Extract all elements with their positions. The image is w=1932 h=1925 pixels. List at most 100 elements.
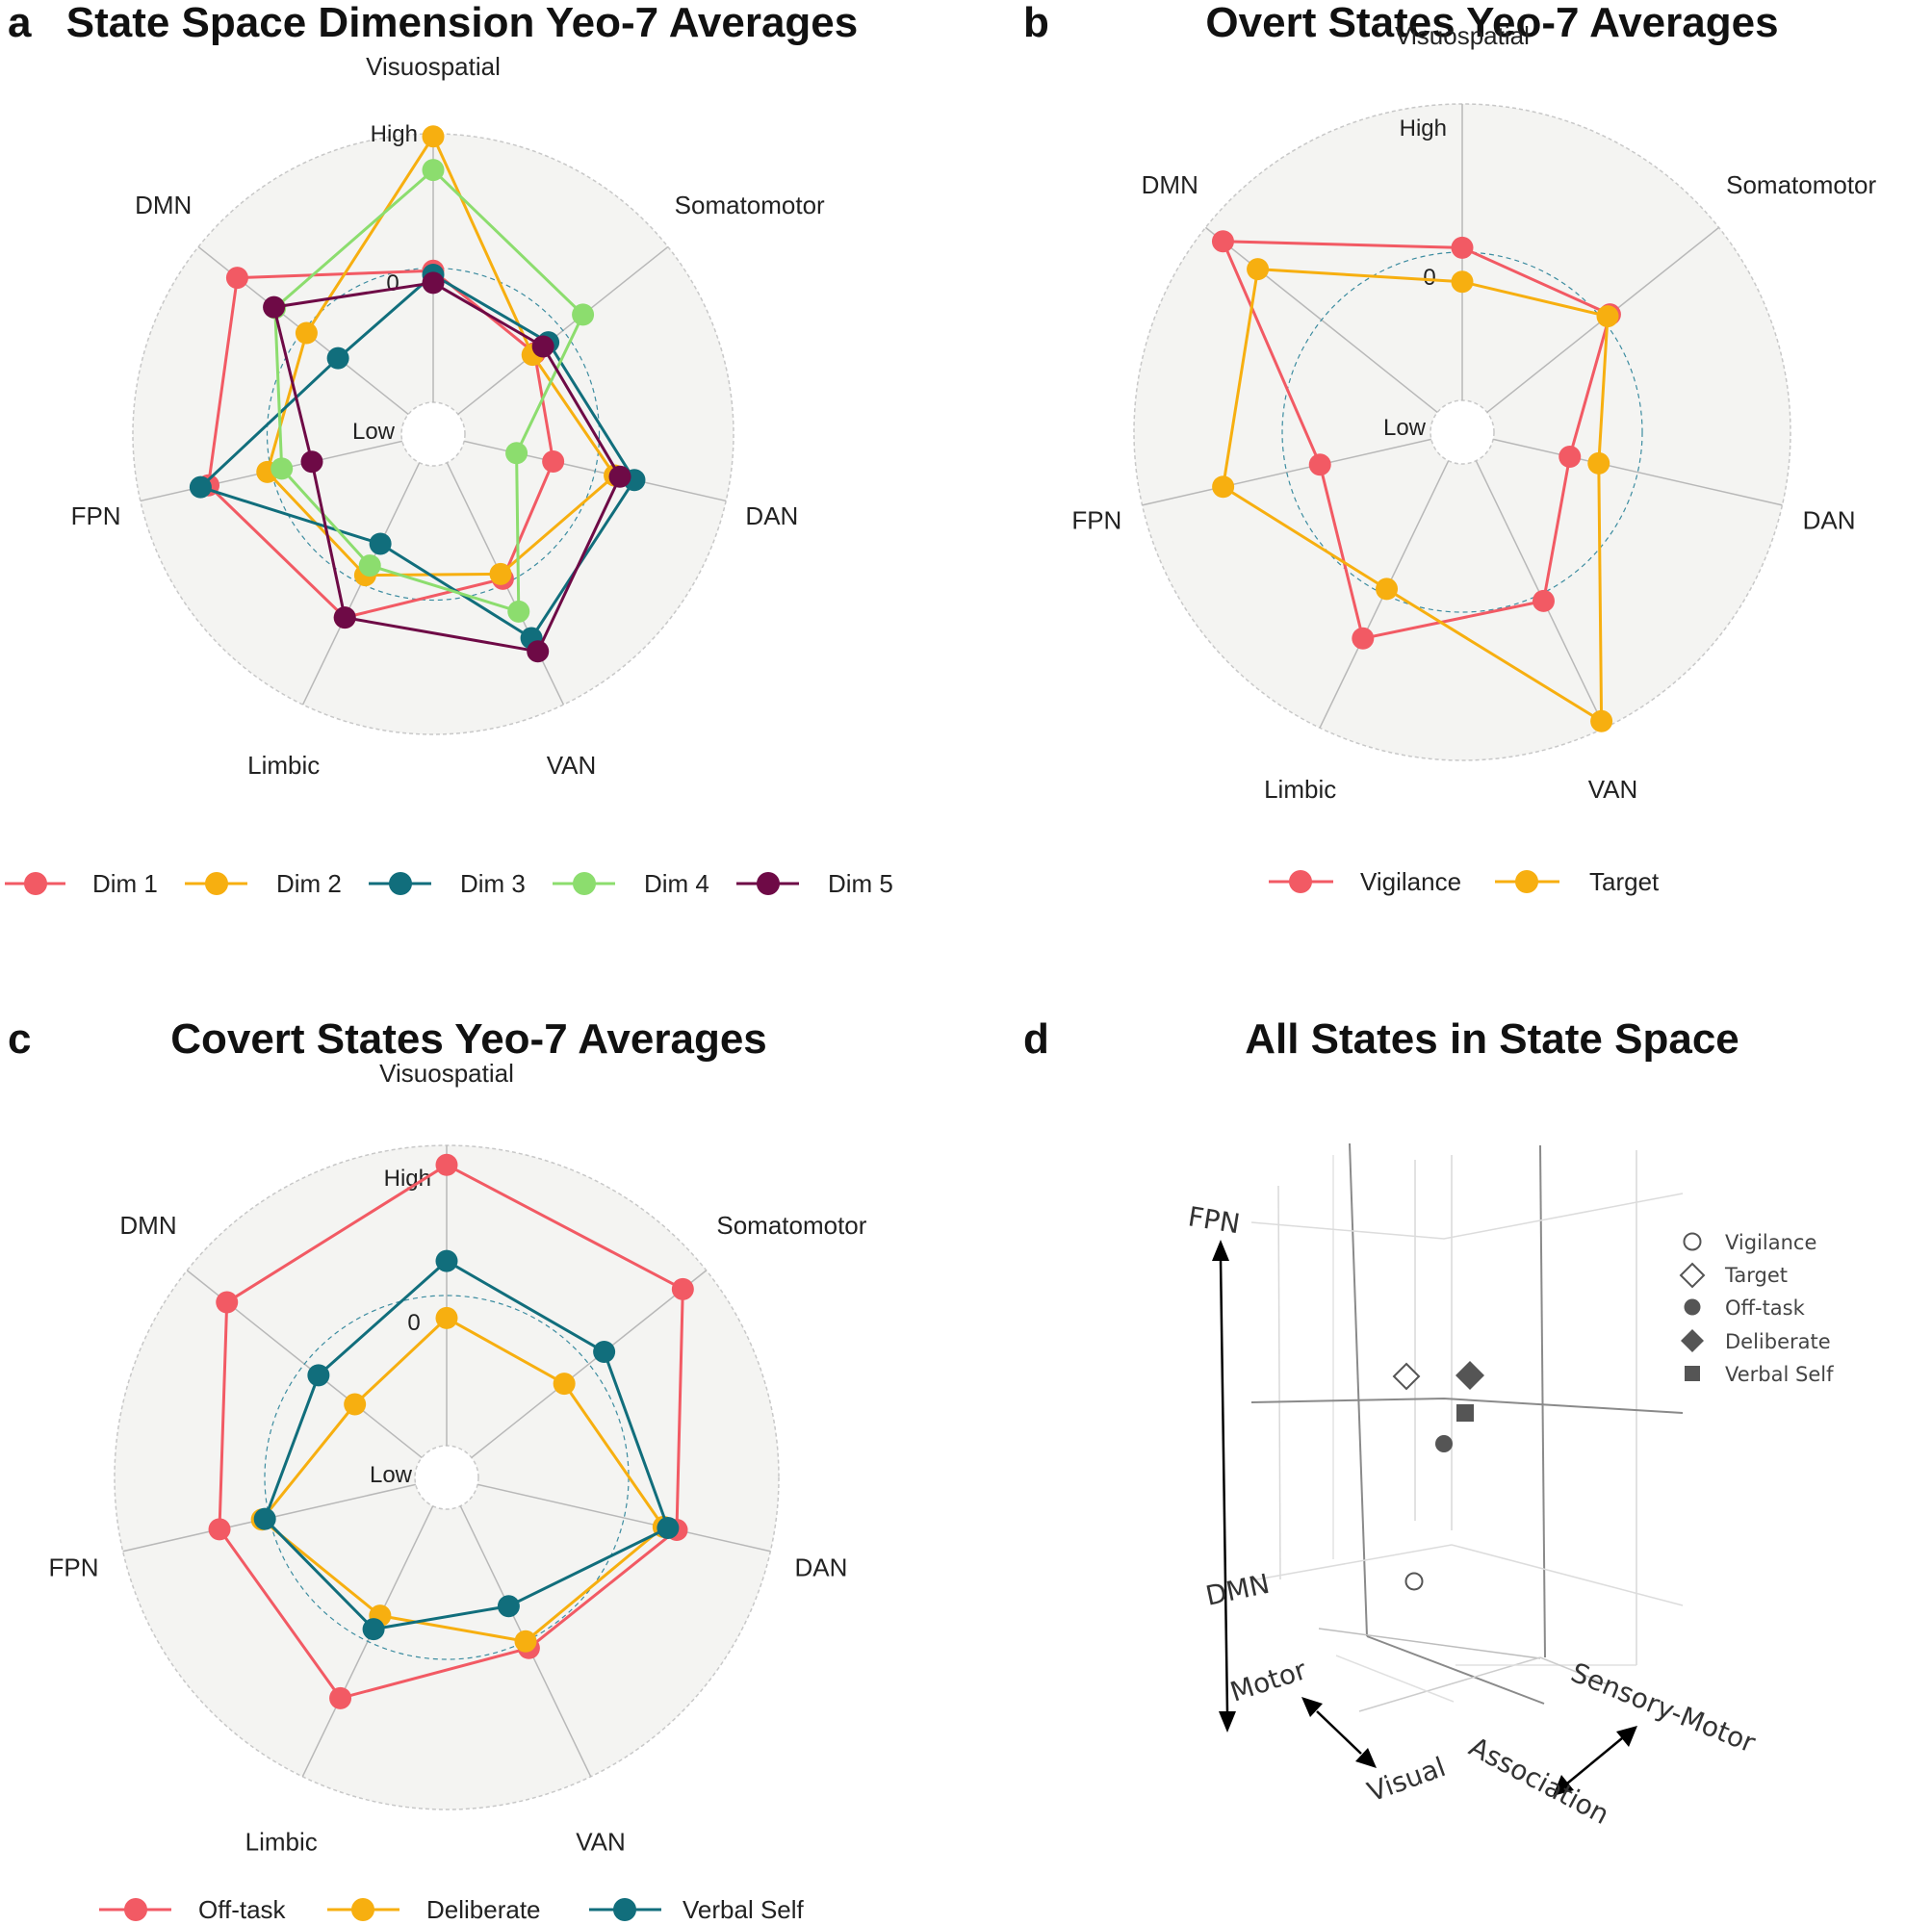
legend-label: Dim 1 xyxy=(92,869,158,898)
data-point-limbic[interactable] xyxy=(1376,578,1399,601)
legend-label: Verbal Self xyxy=(1725,1363,1834,1386)
data-point-somatomotor[interactable] xyxy=(572,303,595,326)
data-point-visuospatial[interactable] xyxy=(422,125,445,148)
data-point-dan[interactable] xyxy=(505,442,528,465)
legend-marker xyxy=(613,1898,636,1921)
legend-item-deliberate-3d[interactable]: Deliberate xyxy=(1681,1329,1831,1353)
axis-label-fpn: FPN xyxy=(49,1553,99,1581)
panel-letter-d: d xyxy=(1023,1015,1049,1063)
data-point-somatomotor[interactable] xyxy=(1596,305,1619,328)
data-point-limbic[interactable] xyxy=(333,606,356,629)
series-line xyxy=(272,281,622,654)
data-point-visuospatial[interactable] xyxy=(435,1249,458,1272)
data-point-visuospatial[interactable] xyxy=(422,159,445,182)
data-point-limbic[interactable] xyxy=(1352,627,1375,650)
data-point-dmn[interactable] xyxy=(263,295,286,319)
panel-title-a: State Space Dimension Yeo-7 Averages xyxy=(66,0,859,46)
data-point-dmn[interactable] xyxy=(1247,258,1270,281)
circle-icon xyxy=(1684,1298,1701,1316)
data-point-somatomotor[interactable] xyxy=(671,1277,694,1300)
data-point-fpn[interactable] xyxy=(300,450,323,474)
data-point-dan[interactable] xyxy=(542,449,565,473)
data-point-dan[interactable] xyxy=(1558,446,1582,469)
legend-label: Vigilance xyxy=(1725,1231,1816,1254)
data-point-dan[interactable] xyxy=(657,1516,680,1539)
series-line xyxy=(1222,268,1610,723)
data-point-van[interactable] xyxy=(507,600,530,623)
motor-visual-arrow-line xyxy=(1316,1710,1362,1755)
data-point-somatomotor[interactable] xyxy=(531,335,554,358)
data-point-visuospatial[interactable] xyxy=(435,1306,458,1329)
legend-item-target[interactable]: Target xyxy=(1495,867,1660,896)
legend-label: Dim 3 xyxy=(460,869,526,898)
data-point-limbic[interactable] xyxy=(329,1686,352,1709)
legend-item-off-task[interactable]: Off-task xyxy=(99,1895,287,1924)
data-point-dmn[interactable] xyxy=(1211,230,1234,253)
point-off-task[interactable] xyxy=(1435,1435,1453,1452)
legend-item-verbal-self[interactable]: Verbal Self xyxy=(589,1895,805,1924)
axis-label-van: VAN xyxy=(1588,775,1638,804)
data-point-dmn[interactable] xyxy=(295,321,318,345)
data-point-van[interactable] xyxy=(497,1595,520,1618)
panel-d: d All States in State Space xyxy=(1023,1015,1834,1831)
data-point-dan[interactable] xyxy=(1587,451,1610,475)
data-point-fpn[interactable] xyxy=(208,1518,231,1541)
panel-letter-a: a xyxy=(8,0,32,46)
radar-chart-c: High0LowVisuospatialSomatomotorDANVANLim… xyxy=(49,1059,867,1856)
data-point-van[interactable] xyxy=(1532,589,1555,612)
data-point-visuospatial[interactable] xyxy=(1451,236,1474,259)
legend-item-dim-3[interactable]: Dim 3 xyxy=(369,869,526,898)
data-point-dmn[interactable] xyxy=(326,346,349,370)
legend-item-dim-5[interactable]: Dim 5 xyxy=(736,869,893,898)
data-point-visuospatial[interactable] xyxy=(422,271,445,295)
arrow-right-icon xyxy=(1616,1726,1637,1747)
legend-item-dim-1[interactable]: Dim 1 xyxy=(5,869,158,898)
data-point-van[interactable] xyxy=(1590,709,1613,732)
data-point-fpn[interactable] xyxy=(1212,475,1235,499)
data-point-visuospatial[interactable] xyxy=(1451,270,1474,294)
series-dim-5 xyxy=(263,271,631,663)
data-point-somatomotor[interactable] xyxy=(553,1373,576,1396)
arrow-up-icon xyxy=(1212,1240,1229,1261)
legend-item-vigilance-3d[interactable]: Vigilance xyxy=(1683,1231,1817,1254)
legend-marker xyxy=(389,872,412,895)
legend-item-verbal-self-3d[interactable]: Verbal Self xyxy=(1685,1363,1834,1386)
legend-item-off-task-3d[interactable]: Off-task xyxy=(1684,1296,1806,1320)
axis-label-dmn: DMN xyxy=(135,191,192,219)
association-sensory-arrow-line xyxy=(1566,1737,1623,1784)
data-point-dmn[interactable] xyxy=(307,1364,330,1387)
point-verbal-self[interactable] xyxy=(1456,1404,1474,1422)
data-point-van[interactable] xyxy=(489,562,512,585)
data-point-fpn[interactable] xyxy=(1308,453,1331,476)
grid-line xyxy=(1539,1656,1609,1685)
data-point-limbic[interactable] xyxy=(369,532,392,555)
grid-line xyxy=(1358,1656,1541,1712)
data-point-dmn[interactable] xyxy=(225,267,248,290)
panel-title-c: Covert States Yeo-7 Averages xyxy=(170,1015,767,1063)
legend-label: Target xyxy=(1724,1264,1788,1287)
data-point-van[interactable] xyxy=(514,1630,537,1653)
legend-item-deliberate[interactable]: Deliberate xyxy=(327,1895,541,1924)
data-point-dmn[interactable] xyxy=(344,1393,367,1416)
legend-item-dim-2[interactable]: Dim 2 xyxy=(185,869,342,898)
point-vigilance[interactable] xyxy=(1404,1572,1424,1591)
legend-item-vigilance[interactable]: Vigilance xyxy=(1269,867,1461,896)
legend-item-target-3d[interactable]: Target xyxy=(1679,1262,1788,1289)
point-target[interactable] xyxy=(1392,1362,1421,1391)
data-point-dmn[interactable] xyxy=(216,1291,239,1314)
data-point-fpn[interactable] xyxy=(270,457,294,480)
data-point-fpn[interactable] xyxy=(189,475,212,499)
data-point-visuospatial[interactable] xyxy=(435,1153,458,1176)
data-point-dan[interactable] xyxy=(608,465,631,488)
scale-label-low: Low xyxy=(370,1462,413,1488)
data-point-van[interactable] xyxy=(527,640,550,663)
data-point-somatomotor[interactable] xyxy=(593,1341,616,1364)
point-deliberate[interactable] xyxy=(1455,1361,1484,1390)
data-point-fpn[interactable] xyxy=(253,1507,276,1530)
data-point-limbic[interactable] xyxy=(362,1618,385,1641)
axis-label-motor: Motor xyxy=(1226,1654,1311,1708)
data-point-limbic[interactable] xyxy=(358,554,381,578)
panel-title-b: Overt States Yeo-7 Averages xyxy=(1205,0,1778,46)
legend-item-dim-4[interactable]: Dim 4 xyxy=(553,869,709,898)
